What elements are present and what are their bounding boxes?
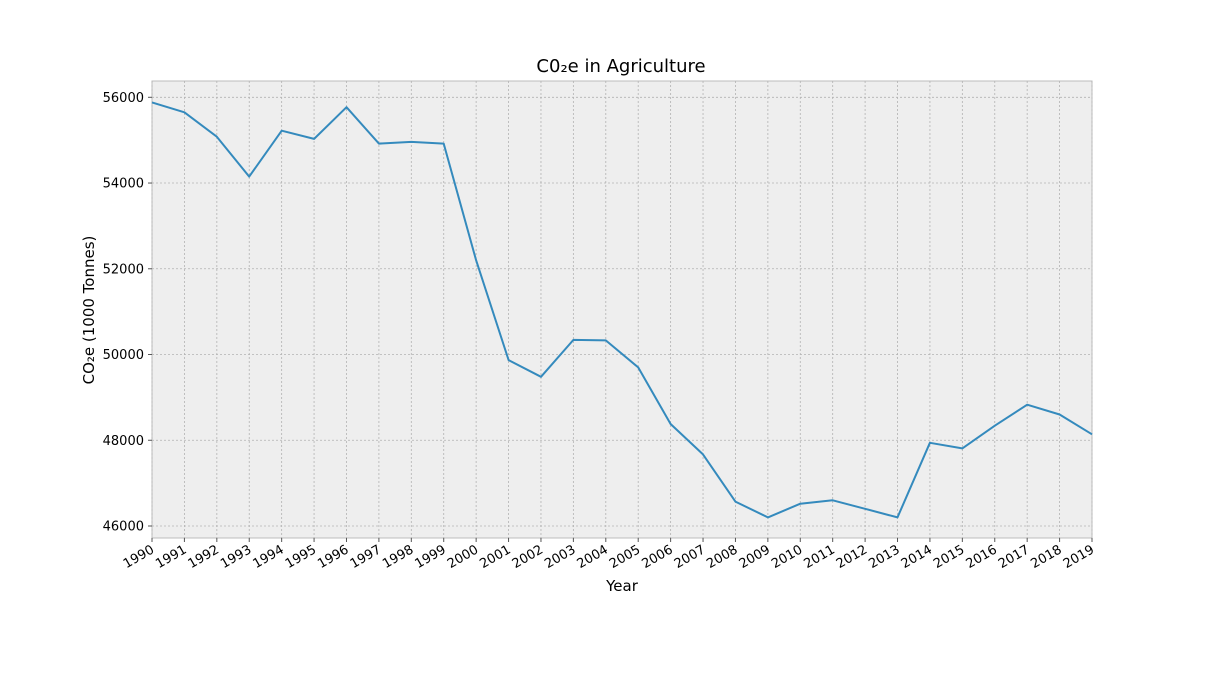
y-tick-label: 46000 — [103, 519, 144, 534]
x-tick-label: 1998 — [380, 542, 416, 572]
x-tick-label: 1999 — [413, 542, 449, 572]
x-tick-label: 1996 — [315, 542, 351, 572]
x-tick-label: 2001 — [477, 542, 513, 572]
x-tick-label: 1991 — [153, 542, 189, 572]
x-tick-label: 2005 — [607, 542, 643, 572]
x-tick-label: 1995 — [283, 542, 319, 572]
x-tick-label: 1992 — [186, 542, 222, 572]
x-tick-label: 2009 — [737, 542, 773, 572]
plot-area — [151, 80, 1093, 539]
y-tick-label: 48000 — [103, 434, 144, 449]
x-tick-label: 2015 — [931, 542, 967, 572]
y-tick-label: 56000 — [103, 91, 144, 106]
x-tick-label: 2004 — [575, 542, 611, 572]
y-tick-label: 50000 — [103, 348, 144, 363]
x-tick-label: 1994 — [250, 542, 286, 572]
grid — [151, 81, 1093, 538]
series-line — [151, 101, 1093, 519]
x-tick-label: 1990 — [121, 542, 157, 572]
x-tick-label: 1997 — [348, 542, 384, 572]
x-tick-label: 1993 — [218, 542, 254, 572]
x-tick-label: 2000 — [445, 542, 481, 572]
x-axis-label: Year — [605, 577, 639, 595]
x-tick-label: 2014 — [899, 542, 935, 572]
x-axis-ticks: 1990199119921993199419951996199719981999… — [121, 538, 1097, 572]
x-tick-label: 2008 — [704, 542, 740, 572]
y-axis-ticks: 46000 48000 50000 52000 54000 56000 — [103, 91, 152, 534]
y-tick-label: 52000 — [103, 262, 144, 277]
x-tick-label: 2010 — [769, 542, 805, 572]
y-axis-label: CO₂e (1000 Tonnes) — [80, 236, 98, 385]
y-tick-label: 54000 — [103, 177, 144, 192]
x-tick-label: 2006 — [639, 542, 675, 572]
chart-title: C0₂e in Agriculture — [536, 56, 705, 77]
x-tick-label: 2016 — [964, 542, 1000, 572]
x-tick-label: 2011 — [802, 542, 838, 572]
x-tick-label: 2003 — [542, 542, 578, 572]
x-tick-label: 2002 — [510, 542, 546, 572]
x-tick-label: 2013 — [866, 542, 902, 572]
x-tick-label: 2007 — [672, 542, 708, 572]
x-tick-label: 2019 — [1061, 542, 1097, 572]
x-tick-label: 2012 — [834, 542, 870, 572]
x-tick-label: 2017 — [996, 542, 1032, 572]
x-tick-label: 2018 — [1028, 542, 1064, 572]
